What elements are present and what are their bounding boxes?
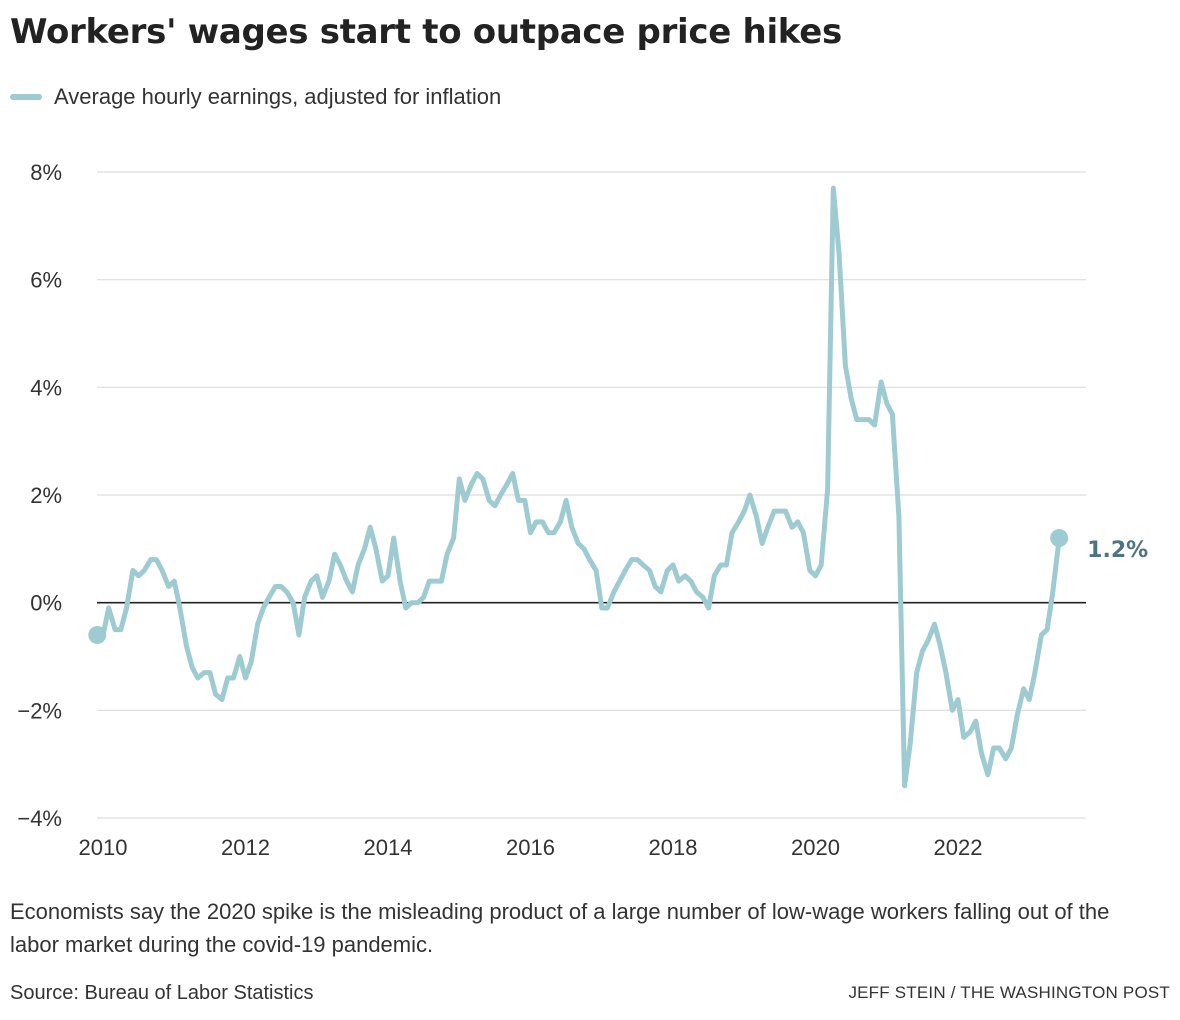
y-tick-label: 8% bbox=[30, 160, 62, 185]
y-tick-label: −4% bbox=[17, 806, 62, 831]
gridlines bbox=[97, 172, 1086, 818]
x-tick-label: 2020 bbox=[791, 835, 840, 860]
line-chart: −4% −2% 0% 2% 4% 6% 8% 2010 2012 2014 2016 2018 202… bbox=[0, 0, 1180, 880]
source-line: Source: Bureau of Labor Statistics bbox=[10, 982, 314, 1005]
x-tick-label: 2018 bbox=[649, 835, 698, 860]
x-tick-label: 2012 bbox=[221, 835, 270, 860]
y-tick-label: 0% bbox=[30, 591, 62, 616]
x-axis-ticks: 2010 2012 2014 2016 2018 2020 2022 bbox=[79, 835, 983, 860]
x-tick-label: 2010 bbox=[79, 835, 128, 860]
credit-line: JEFF STEIN / THE WASHINGTON POST bbox=[848, 983, 1170, 1003]
x-tick-label: 2022 bbox=[934, 835, 983, 860]
y-tick-label: 6% bbox=[30, 268, 62, 293]
x-tick-label: 2014 bbox=[364, 835, 413, 860]
y-tick-label: 2% bbox=[30, 483, 62, 508]
label-layer: 1.2% bbox=[1087, 538, 1148, 563]
series-layer bbox=[88, 188, 1068, 786]
end-value-label: 1.2% bbox=[1087, 538, 1148, 563]
chart-note: Economists say the 2020 spike is the mis… bbox=[10, 895, 1160, 961]
y-tick-label: −2% bbox=[17, 698, 62, 723]
series-start-point bbox=[88, 626, 106, 644]
series-end-point bbox=[1050, 529, 1068, 547]
x-tick-label: 2016 bbox=[506, 835, 555, 860]
series-line-earnings bbox=[97, 188, 1059, 786]
y-tick-label: 4% bbox=[30, 375, 62, 400]
y-axis-ticks: −4% −2% 0% 2% 4% 6% 8% bbox=[17, 160, 62, 831]
